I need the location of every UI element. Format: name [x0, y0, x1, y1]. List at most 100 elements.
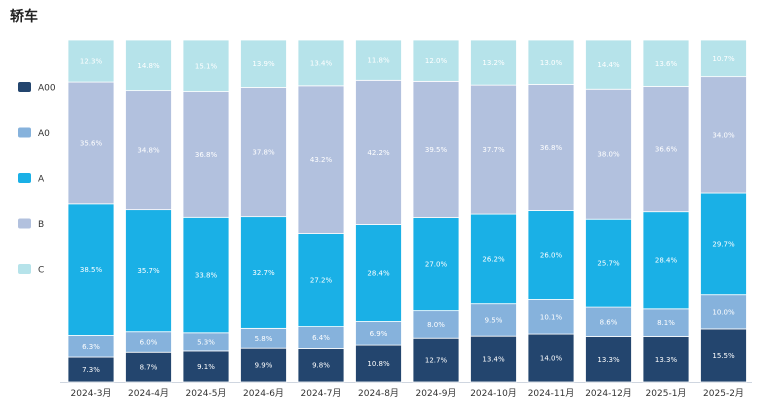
data-label-a0-2: 6.0% — [140, 338, 158, 346]
data-label-a-6: 28.4% — [367, 270, 390, 278]
chart-title: 轿车 — [10, 9, 38, 25]
data-label-a0-9: 10.1% — [540, 313, 563, 321]
data-label-a00-1: 7.3% — [82, 366, 100, 374]
data-label-a-8: 26.2% — [482, 255, 505, 263]
data-label-a00-5: 9.8% — [312, 362, 330, 370]
bar-segment-a00-5 — [297, 348, 345, 383]
x-tick-label-9: 2024-11月 — [528, 388, 575, 399]
bar-segment-b-3 — [182, 91, 230, 218]
bar-segment-a-9 — [527, 210, 575, 300]
bar-segment-c-9 — [527, 39, 575, 85]
x-tick-label-4: 2024-6月 — [243, 388, 284, 399]
data-label-b-4: 37.8% — [252, 149, 275, 157]
data-label-c-5: 13.4% — [310, 59, 333, 67]
data-label-a-12: 29.7% — [712, 240, 735, 248]
x-tick-label-2: 2024-4月 — [128, 388, 169, 399]
data-label-a0-1: 6.3% — [82, 343, 100, 351]
data-label-b-1: 35.6% — [80, 139, 103, 147]
data-label-a0-6: 6.9% — [370, 330, 388, 338]
x-tick-label-8: 2024-10月 — [470, 388, 517, 399]
bar-segment-a-8 — [470, 213, 517, 305]
data-label-b-2: 34.8% — [137, 147, 160, 155]
bar-segment-a00-8 — [470, 335, 517, 383]
data-label-a0-7: 8.0% — [427, 321, 445, 329]
data-label-a0-5: 6.4% — [312, 334, 330, 342]
bar-segment-c-1 — [67, 39, 115, 83]
bar-segment-b-5 — [297, 85, 345, 234]
bar-segment-a00-4 — [240, 347, 287, 383]
legend-label-a0: A0 — [38, 129, 50, 139]
bar-segment-c-4 — [240, 39, 287, 88]
data-label-a0-4: 5.8% — [255, 335, 273, 343]
data-label-c-7: 12.0% — [425, 57, 448, 65]
data-label-a00-6: 10.8% — [367, 360, 390, 368]
data-label-a0-12: 10.0% — [712, 308, 735, 316]
x-tick-label-12: 2025-2月 — [703, 388, 744, 399]
bar-segment-b-1 — [67, 81, 115, 205]
data-label-c-6: 11.8% — [367, 57, 390, 65]
data-label-b-11: 36.6% — [655, 146, 678, 154]
bar-segment-a00-10 — [585, 336, 632, 383]
bar-segment-c-10 — [585, 39, 632, 90]
data-label-a00-4: 9.9% — [255, 362, 273, 370]
legend-swatch-a00 — [18, 82, 31, 92]
bar-segment-b-6 — [355, 79, 402, 225]
bar-segment-c-11 — [642, 39, 690, 87]
data-label-c-10: 14.4% — [597, 61, 620, 69]
data-label-a-10: 25.7% — [597, 260, 620, 268]
bar-segment-a00-9 — [527, 333, 575, 383]
bar-segment-a00-7 — [412, 337, 460, 383]
bar-segment-b-10 — [585, 88, 632, 220]
data-label-b-7: 39.5% — [425, 146, 448, 154]
data-label-a0-8: 9.5% — [485, 316, 503, 324]
x-tick-label-3: 2024-5月 — [186, 388, 227, 399]
data-label-a00-12: 15.5% — [712, 352, 735, 360]
bar-segment-a-5 — [297, 233, 345, 327]
bar-segment-a-12 — [700, 192, 747, 296]
data-label-b-5: 43.2% — [310, 156, 333, 164]
bar-segment-a0-10 — [585, 306, 632, 337]
bar-segment-c-12 — [700, 39, 747, 78]
bar-segment-a-4 — [240, 216, 287, 329]
data-label-c-11: 13.6% — [655, 60, 678, 68]
data-label-b-9: 36.8% — [540, 144, 563, 152]
data-label-b-6: 42.2% — [367, 149, 390, 157]
data-label-a-1: 38.5% — [80, 266, 103, 274]
data-label-a0-10: 8.6% — [600, 318, 618, 326]
data-label-a-9: 26.0% — [540, 251, 563, 259]
legend-label-a00: A00 — [38, 84, 56, 94]
data-label-a00-11: 13.3% — [655, 356, 678, 364]
data-label-a00-8: 13.4% — [482, 356, 505, 364]
legend-swatch-c — [18, 264, 31, 274]
x-tick-label-1: 2024-3月 — [71, 388, 112, 399]
bar-segment-b-9 — [527, 84, 575, 211]
data-label-a-2: 35.7% — [137, 267, 160, 275]
legend-label-a: A — [38, 175, 45, 185]
data-label-a00-7: 12.7% — [425, 357, 448, 365]
bar-segment-b-4 — [240, 87, 287, 218]
bar-segment-a00-6 — [355, 344, 402, 383]
bar-segment-a00-1 — [67, 356, 115, 383]
data-label-a-3: 33.8% — [195, 272, 218, 280]
legend-label-c: C — [38, 266, 44, 276]
bar-segment-a0-11 — [642, 308, 690, 337]
x-tick-label-6: 2024-8月 — [358, 388, 399, 399]
data-label-a00-3: 9.1% — [197, 363, 215, 371]
data-label-c-2: 14.8% — [137, 62, 160, 70]
data-label-a-7: 27.0% — [425, 261, 448, 269]
x-tick-label-5: 2024-7月 — [301, 388, 342, 399]
data-label-c-9: 13.0% — [540, 59, 563, 67]
data-label-b-12: 34.0% — [712, 131, 735, 139]
bar-segment-b-2 — [125, 90, 172, 211]
data-label-c-3: 15.1% — [195, 62, 218, 70]
bar-segment-a-2 — [125, 209, 172, 333]
bar-segment-b-7 — [412, 80, 460, 218]
x-tick-label-7: 2024-9月 — [416, 388, 457, 399]
bar-segment-c-5 — [297, 39, 345, 87]
data-label-b-3: 36.8% — [195, 151, 218, 159]
data-label-a0-11: 8.1% — [657, 319, 675, 327]
bar-segment-c-6 — [355, 39, 402, 81]
bar-segment-a-10 — [585, 218, 632, 308]
data-label-a-5: 27.2% — [310, 277, 333, 285]
